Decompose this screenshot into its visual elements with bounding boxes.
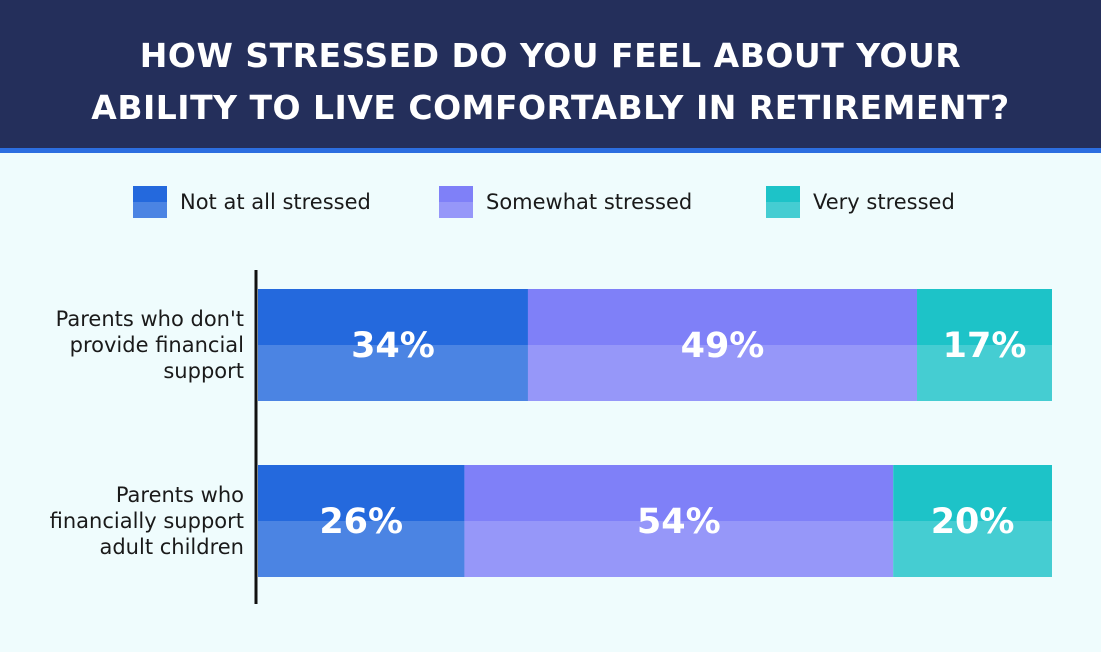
value-label: 34% [351,326,435,366]
legend-swatch-shade [133,202,167,218]
value-label: 26% [319,502,403,542]
value-label: 17% [943,326,1027,366]
bar-segment [464,465,894,577]
value-label: 54% [637,502,721,542]
bar-shade [527,345,918,401]
legend-swatch [766,186,800,202]
legend-label: Very stressed [813,190,955,214]
bar-shade [893,521,1052,577]
legend-swatch-shade [766,202,800,218]
bar-segment [258,465,465,577]
legend-swatch [439,186,473,202]
legend-swatch [439,202,473,218]
header [0,0,1101,153]
bar-segment [258,289,528,401]
legend-swatch [133,186,167,202]
bar-segment [917,289,1052,401]
legend-swatch [766,202,800,218]
bar-shade [258,521,465,577]
bar-shade [258,345,528,401]
chart-title: HOW STRESSED DO YOU FEEL ABOUT YOUR ABIL… [91,36,1010,127]
bar-segment [893,465,1052,577]
legend-swatch-shade [439,202,473,218]
category-label: Parents who financially support adult ch… [49,483,244,559]
legend-label: Not at all stressed [180,190,371,214]
value-label: 20% [931,502,1015,542]
value-label: 49% [681,326,765,366]
bar-shade [917,345,1052,401]
bar-segment [527,289,918,401]
category-label: Parents who don't provide financial supp… [55,307,244,383]
bar-shade [464,521,894,577]
legend-label: Somewhat stressed [486,190,692,214]
legend-swatch [133,202,167,218]
